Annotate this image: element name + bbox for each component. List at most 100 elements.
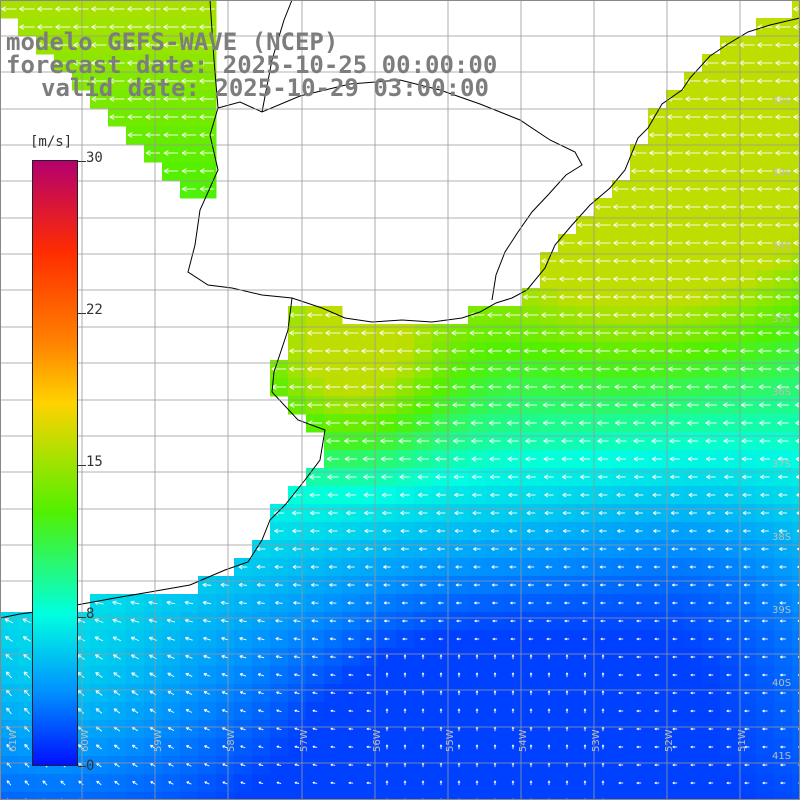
wind-vector [488, 402, 502, 408]
wind-vector [470, 402, 484, 408]
wind-vector [667, 132, 683, 138]
wind-vector [631, 294, 647, 300]
wind-vector [776, 348, 790, 354]
wind-vector [631, 330, 647, 336]
wind-vector [91, 96, 107, 102]
wind-vector [181, 96, 197, 102]
wind-speed-cell [486, 792, 505, 800]
wind-vector [541, 312, 557, 318]
wind-speed-cell [792, 540, 800, 559]
wind-vector [667, 276, 683, 282]
wind-vector [397, 402, 413, 408]
wind-vector [775, 276, 791, 282]
wind-vector [307, 402, 323, 408]
wind-vector [163, 150, 179, 156]
wind-vector [145, 78, 161, 84]
wind-vector [649, 186, 665, 192]
wind-speed-cell [378, 792, 397, 800]
wind-vector [73, 60, 89, 66]
wind-vector [667, 258, 683, 264]
wind-vector [793, 258, 800, 264]
wind-vector [686, 366, 700, 372]
wind-vector [559, 330, 575, 336]
wind-vector [541, 294, 557, 300]
wind-vector [397, 330, 413, 336]
wind-vector [145, 114, 161, 120]
wind-vector [506, 384, 520, 390]
wind-vector [721, 78, 737, 84]
wind-vector [793, 150, 800, 156]
wind-vector [523, 294, 539, 300]
wind-vector [163, 96, 179, 102]
wind-vector [109, 60, 125, 66]
wind-vector [721, 312, 737, 318]
wind-vector [379, 330, 395, 336]
wind-vector [722, 366, 736, 372]
wind-speed-cell [774, 792, 793, 800]
wind-vector [740, 384, 754, 390]
wind-vector [775, 24, 791, 30]
wind-vector [181, 78, 197, 84]
wind-vector [631, 312, 647, 318]
wind-vector [703, 78, 719, 84]
wind-speed-cell [468, 792, 487, 800]
wind-vector [595, 294, 611, 300]
wind-speed-cell [90, 792, 109, 800]
wind-vector [73, 42, 89, 48]
wind-vector [757, 42, 773, 48]
wind-speed-cell [792, 504, 800, 523]
wind-vector [361, 348, 377, 354]
wind-vector [559, 348, 575, 354]
wind-vector [325, 348, 341, 354]
wind-vector [721, 294, 737, 300]
wind-speed-cell [792, 684, 800, 703]
wind-vector [451, 330, 467, 336]
wind-vector [415, 384, 431, 390]
wind-vector [757, 222, 773, 228]
latitude-label: 40S [772, 678, 791, 689]
wind-vector [379, 348, 395, 354]
wind-vector [397, 348, 413, 354]
wind-vector [577, 348, 593, 354]
wind-vector [721, 186, 737, 192]
wind-vector [703, 114, 719, 120]
wind-vector [199, 60, 215, 66]
wind-speed-cell [792, 738, 800, 757]
wind-vector [199, 186, 214, 192]
wind-speed-cell [396, 792, 415, 800]
wind-vector [632, 384, 646, 390]
wind-vector [649, 150, 665, 156]
wind-vector [775, 312, 791, 318]
wind-vector [55, 24, 71, 30]
wind-speed-cell [720, 792, 739, 800]
wind-vector [613, 294, 629, 300]
wind-speed-cell [288, 792, 307, 800]
wind-vector [595, 240, 611, 246]
latitude-label: 37S [772, 459, 791, 470]
wind-vector [721, 222, 737, 228]
wind-speed-cell [558, 792, 577, 800]
wind-vector [757, 132, 773, 138]
wind-vector [163, 6, 179, 12]
wind-vector [127, 96, 143, 102]
wind-vector [379, 402, 395, 408]
wind-vector [758, 384, 772, 390]
wind-vector [685, 132, 701, 138]
wind-vector [703, 294, 719, 300]
wind-vector [470, 366, 484, 372]
wind-vector [109, 6, 125, 12]
wind-speed-cell [360, 792, 379, 800]
wind-vector [361, 330, 377, 336]
wind-vector [667, 222, 683, 228]
latitude-label: 41S [772, 751, 791, 762]
wind-vector [703, 96, 719, 102]
latitude-label: 32S [772, 96, 791, 107]
wind-vector [757, 294, 773, 300]
wind-vector [721, 276, 737, 282]
wind-vector [433, 384, 448, 390]
wind-vector [758, 366, 772, 372]
wind-vector [19, 6, 35, 12]
wind-vector [631, 258, 647, 264]
wind-vector [775, 168, 791, 174]
